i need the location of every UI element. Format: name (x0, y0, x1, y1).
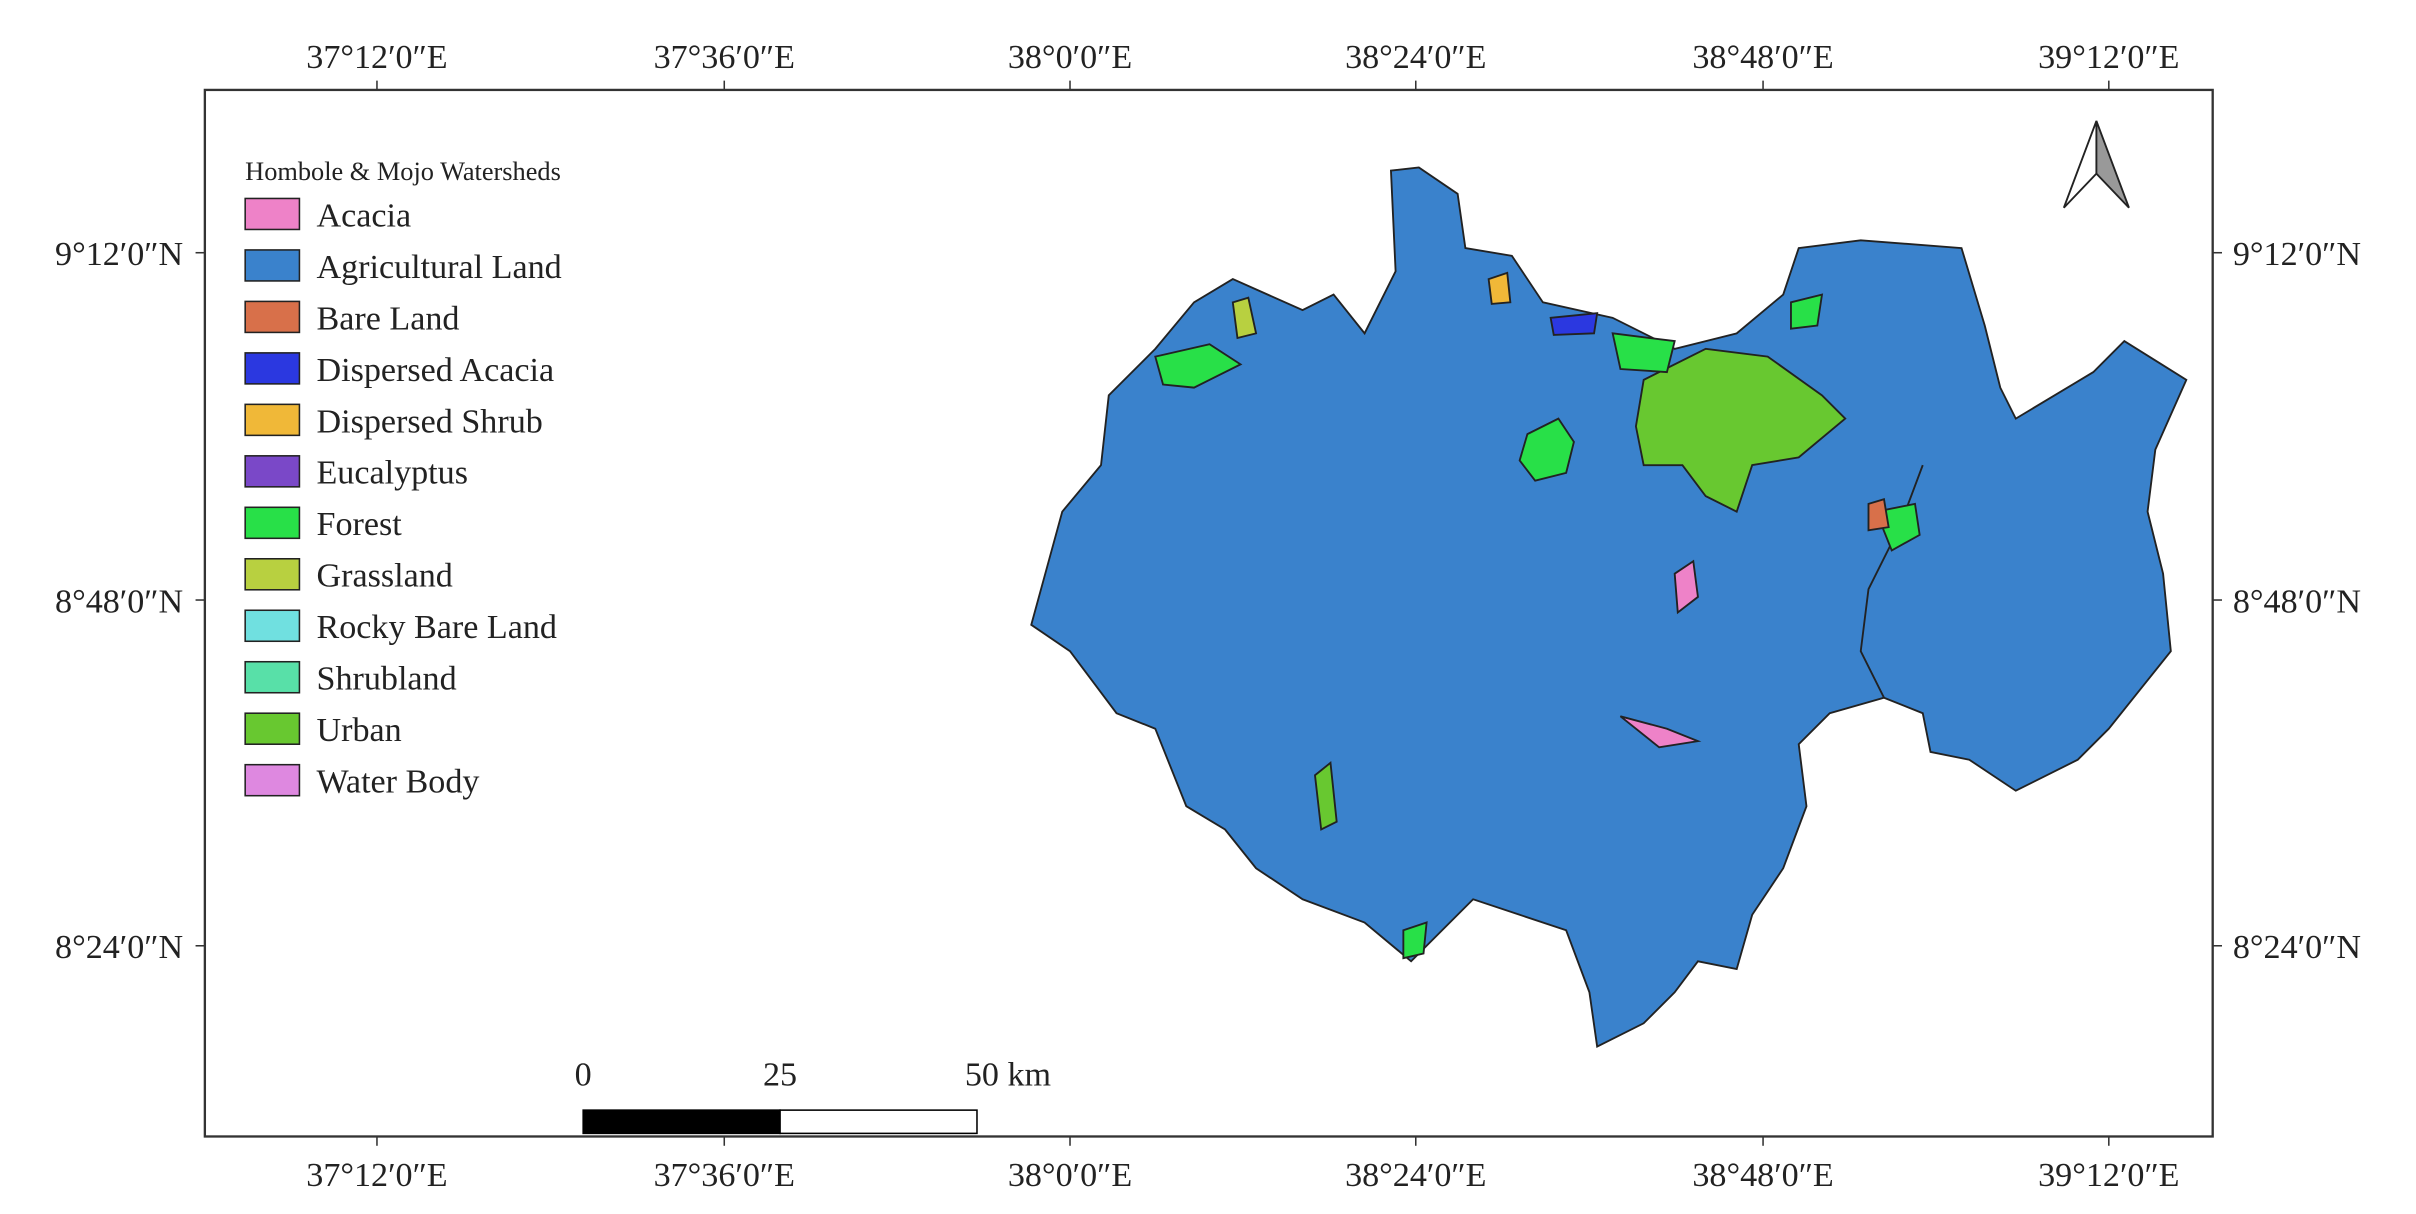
scale-bar (582, 1109, 978, 1135)
north-arrow (2062, 120, 2130, 209)
shrub-patch (1487, 271, 1512, 305)
longitude-label: 37°36′0″E (654, 39, 795, 76)
longitude-label: 38°0′0″E (1008, 39, 1132, 76)
legend-label: Dispersed Acacia (316, 352, 554, 389)
forest-patch (1518, 417, 1575, 482)
longitude-label: 37°36′0″E (654, 1157, 795, 1194)
acacia-patch (1549, 312, 1599, 336)
scale-label: 50 km (965, 1056, 1051, 1093)
bare-land-patch (1867, 498, 1890, 532)
legend-swatch (244, 763, 301, 797)
longitude-label: 39°12′0″E (2038, 39, 2179, 76)
legend-swatch (244, 455, 301, 488)
longitude-label: 38°48′0″E (1692, 1157, 1833, 1194)
legend-swatch (244, 609, 301, 643)
legend-label: Urban (316, 712, 401, 749)
legend-label: Shrubland (316, 661, 456, 698)
legend-label: Rocky Bare Land (316, 609, 556, 646)
legend-title: Hombole & Mojo Watersheds (245, 157, 561, 186)
legend-label: Acacia (316, 197, 411, 234)
legend-label: Eucalyptus (316, 455, 468, 492)
legend-swatch (244, 712, 301, 745)
longitude-label: 37°12′0″E (306, 1157, 447, 1194)
labels: 37°12′0″E 37°12′0″E 37°36′0″E 37°36′0″E 38°0… (55, 39, 2361, 1194)
legend-label: Bare Land (316, 300, 459, 337)
forest-patch (1402, 921, 1428, 960)
latitude-label: 8°24′0″N (55, 929, 183, 966)
longitude-label: 39°12′0″E (2038, 1157, 2179, 1194)
scale-bar-white (779, 1109, 978, 1135)
scale-label: 25 (763, 1056, 797, 1093)
water-patch (1619, 715, 1702, 749)
urban-patch (1634, 347, 1847, 513)
latitude-label: 8°48′0″N (2233, 583, 2361, 620)
watershed (1030, 166, 2188, 1048)
legend-swatch (244, 352, 301, 385)
latitude-label: 9°12′0″N (2233, 236, 2361, 273)
legend-label: Forest (316, 506, 402, 543)
legend-swatch (244, 660, 301, 694)
legend-swatch (244, 197, 301, 231)
grass-patch (1231, 296, 1258, 340)
legend-label: Agricultural Land (316, 249, 561, 286)
forest-patch (1611, 332, 1676, 374)
latitude-label: 9°12′0″N (55, 236, 183, 273)
legend-label: Grassland (316, 558, 452, 595)
longitude-label: 38°24′0″E (1345, 39, 1486, 76)
scale-label: 0 (575, 1056, 592, 1093)
legend-swatch (244, 249, 301, 282)
north-arrow-right (2095, 120, 2130, 209)
longitude-label: 38°0′0″E (1008, 1157, 1132, 1194)
legend-swatch (244, 300, 301, 334)
scale-bar-black (582, 1109, 781, 1135)
forest-patch (1790, 293, 1824, 330)
latitude-label: 8°48′0″N (55, 583, 183, 620)
latitude-label: 8°24′0″N (2233, 929, 2361, 966)
legend-swatch (244, 558, 301, 591)
legend-swatch (244, 506, 301, 540)
longitude-label: 38°48′0″E (1692, 39, 1833, 76)
legend-swatch (244, 403, 301, 437)
longitude-label: 38°24′0″E (1345, 1157, 1486, 1194)
legend-label: Dispersed Shrub (316, 403, 542, 440)
water-patch (1673, 559, 1699, 615)
forest-patch (1154, 343, 1243, 389)
legend-label: Water Body (316, 764, 479, 801)
longitude-label: 37°12′0″E (306, 39, 447, 76)
grass-patch (1313, 761, 1338, 831)
